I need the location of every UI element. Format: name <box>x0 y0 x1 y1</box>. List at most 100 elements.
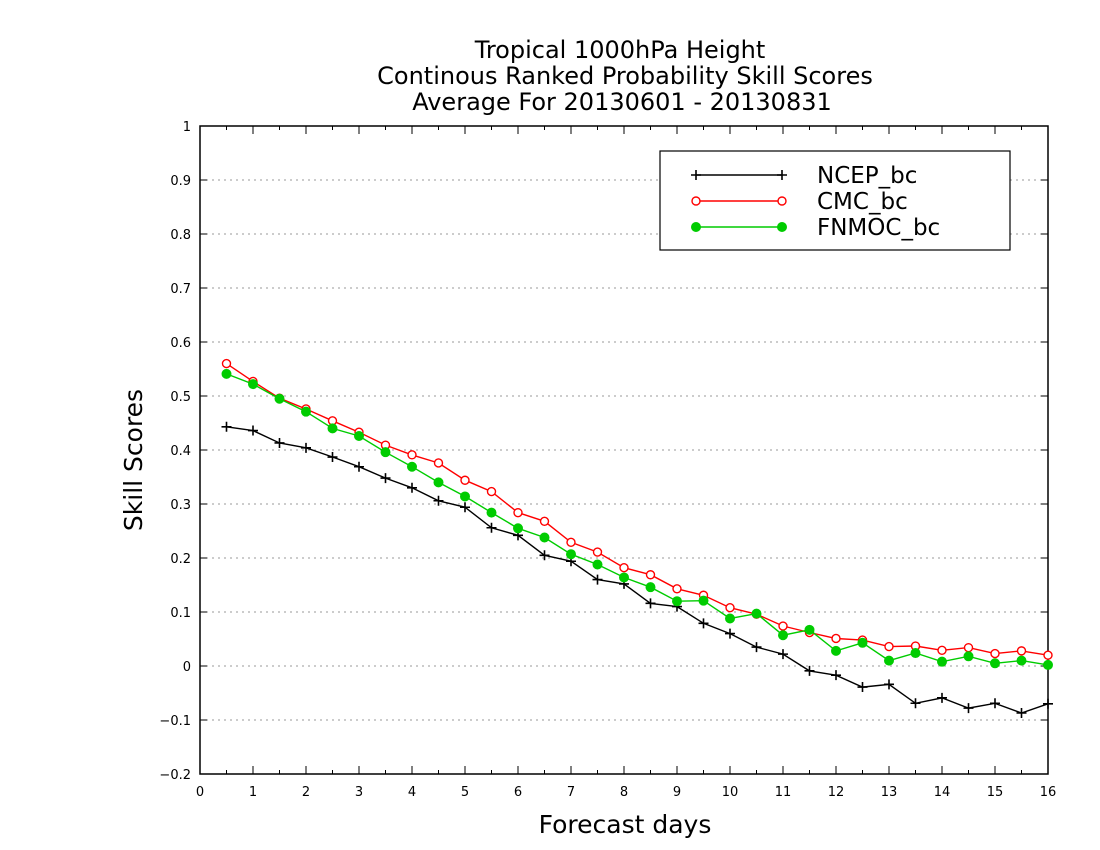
x-tick-label: 8 <box>620 785 628 800</box>
legend-label: FNMOC_bc <box>817 215 940 241</box>
x-tick-label: 11 <box>775 785 792 800</box>
series-cmc-bc <box>221 358 1053 660</box>
data-point <box>937 645 947 656</box>
data-point <box>1016 655 1027 666</box>
y-tick-label: 0.7 <box>170 282 191 297</box>
data-point <box>433 477 444 488</box>
x-tick-label: 7 <box>567 785 575 800</box>
data-point <box>804 665 815 676</box>
data-point <box>486 507 497 518</box>
x-tick-label: 1 <box>249 785 257 800</box>
legend-label: NCEP_bc <box>817 163 917 189</box>
data-point <box>884 679 894 690</box>
data-point <box>407 482 417 493</box>
x-tick-label: 14 <box>934 785 951 800</box>
data-point <box>672 596 682 607</box>
series-line <box>226 426 1049 714</box>
legend-entry: NCEP_bc <box>691 163 917 189</box>
data-point <box>645 598 656 609</box>
data-point <box>274 437 285 448</box>
y-axis-title: Skill Scores <box>119 389 148 531</box>
data-point <box>777 222 787 232</box>
data-point <box>221 421 232 432</box>
data-point <box>566 549 576 560</box>
data-point <box>691 170 701 180</box>
data-point <box>513 507 523 518</box>
data-point <box>857 637 868 648</box>
data-point <box>751 608 762 619</box>
data-point <box>778 649 788 660</box>
data-point <box>1016 646 1027 656</box>
series-line <box>226 363 1049 656</box>
data-point <box>1016 707 1027 718</box>
data-point <box>725 628 735 639</box>
x-tick-label: 10 <box>722 785 739 800</box>
series-lines <box>221 358 1053 718</box>
data-point <box>327 423 338 434</box>
data-point <box>539 532 550 543</box>
data-point <box>248 425 258 436</box>
data-point <box>910 648 921 659</box>
y-tick-label: 1 <box>183 120 191 135</box>
data-point <box>857 682 868 693</box>
x-tick-label: 3 <box>355 785 363 800</box>
data-point <box>831 633 841 644</box>
title-line-2: Continous Ranked Probability Skill Score… <box>377 62 873 90</box>
x-tick-label: 0 <box>196 785 204 800</box>
data-point <box>592 559 603 570</box>
x-tick-label: 9 <box>673 785 681 800</box>
data-point <box>433 495 444 506</box>
chart-title: Tropical 1000hPa Height Continous Ranked… <box>377 36 873 116</box>
y-tick-label: 0.9 <box>170 174 191 189</box>
data-point <box>937 656 947 667</box>
data-point <box>1043 659 1053 670</box>
data-point <box>301 406 311 417</box>
y-tick-label: 0.1 <box>170 606 191 621</box>
y-tick-label: 0 <box>183 660 191 675</box>
data-point <box>327 452 338 463</box>
data-point <box>778 621 788 631</box>
x-tick-label: 16 <box>1040 785 1057 800</box>
data-point <box>460 475 470 485</box>
data-point <box>777 196 787 206</box>
data-point <box>513 523 523 534</box>
data-point <box>221 368 232 379</box>
data-point <box>221 358 232 369</box>
data-point <box>380 447 391 458</box>
data-point <box>592 547 603 557</box>
data-point <box>691 196 701 206</box>
data-point <box>672 584 682 594</box>
data-point <box>248 379 258 390</box>
x-tick-label: 15 <box>987 785 1004 800</box>
data-point <box>937 692 947 703</box>
y-tick-label: −0.2 <box>159 768 191 783</box>
gridlines <box>200 179 1048 721</box>
data-point <box>486 522 497 533</box>
data-point <box>990 658 1000 669</box>
data-point <box>301 442 311 453</box>
data-point <box>698 595 709 606</box>
x-tick-label: 2 <box>302 785 310 800</box>
y-tick-label: 0.6 <box>170 336 191 351</box>
data-point <box>460 491 470 502</box>
data-point <box>274 393 285 404</box>
data-point <box>831 645 841 656</box>
legend-entry: FNMOC_bc <box>691 215 940 241</box>
data-point <box>725 613 735 624</box>
data-point <box>380 473 391 484</box>
data-point <box>751 642 762 653</box>
y-tick-label: 0.3 <box>170 498 191 513</box>
data-point <box>619 572 629 583</box>
data-point <box>963 703 974 714</box>
data-point <box>963 642 974 653</box>
data-point <box>777 170 787 180</box>
title-line-1: Tropical 1000hPa Height <box>474 36 766 64</box>
data-point <box>539 516 550 526</box>
data-point <box>592 574 603 585</box>
data-point <box>910 698 921 709</box>
y-tick-label: 0.5 <box>170 390 191 405</box>
series-fnmoc-bc <box>221 368 1053 670</box>
x-tick-label: 12 <box>828 785 845 800</box>
